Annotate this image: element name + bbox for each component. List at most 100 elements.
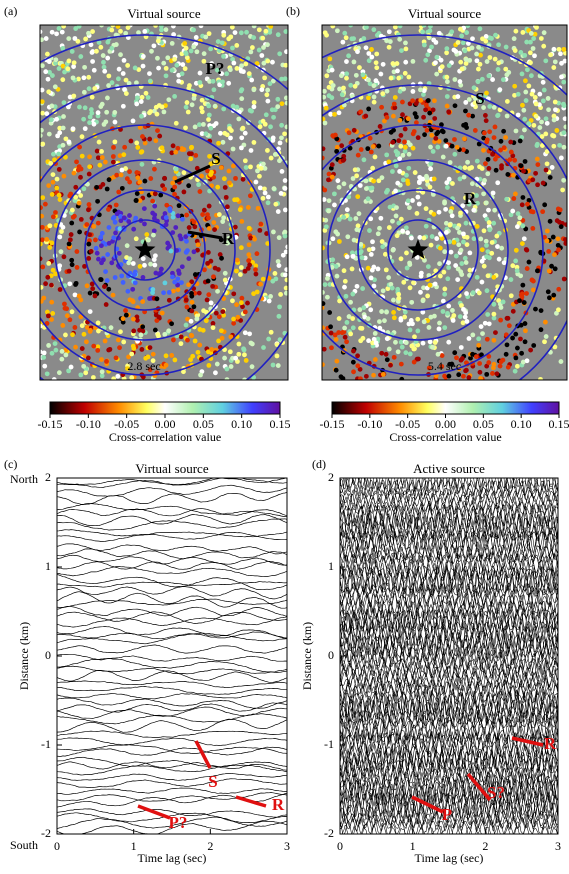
station-dot [226, 81, 231, 86]
station-dot [384, 310, 389, 315]
station-dot [208, 172, 213, 177]
station-dot [147, 137, 152, 142]
station-dot [360, 255, 365, 260]
station-dot [200, 98, 205, 103]
station-dot [257, 27, 262, 32]
station-dot [172, 185, 177, 190]
station-dot [57, 167, 62, 172]
station-dot [202, 51, 207, 56]
station-dot [263, 29, 268, 34]
station-dot [83, 126, 88, 131]
station-dot [478, 62, 483, 67]
station-dot [337, 185, 342, 190]
station-dot [387, 29, 392, 34]
station-dot [524, 248, 529, 253]
station-dot [147, 71, 152, 76]
station-dot [121, 340, 126, 345]
station-dot [487, 129, 492, 134]
station-dot [331, 83, 336, 88]
station-dot [280, 101, 285, 106]
station-dot [545, 239, 550, 244]
station-dot [342, 181, 347, 186]
station-dot [355, 194, 360, 199]
station-dot [46, 77, 51, 82]
station-dot [275, 104, 280, 109]
station-dot [379, 309, 384, 314]
y-axis-label: Distance (km) [300, 622, 314, 690]
station-dot [116, 76, 121, 81]
station-dot [102, 69, 107, 74]
station-dot [133, 272, 138, 277]
station-dot [265, 59, 270, 64]
trace [57, 549, 287, 559]
station-dot [46, 89, 51, 94]
station-dot [495, 180, 500, 185]
station-dot [423, 107, 428, 112]
station-dot [343, 279, 348, 284]
station-dot [49, 117, 54, 122]
x-tick-label: 0 [54, 839, 60, 853]
station-dot [171, 24, 176, 29]
station-dot [184, 213, 189, 218]
station-dot [501, 300, 506, 305]
station-dot [484, 118, 489, 123]
trace [57, 519, 287, 530]
station-dot [38, 205, 43, 210]
station-dot [124, 313, 129, 318]
station-dot [143, 141, 148, 146]
station-dot [117, 345, 122, 350]
station-dot [221, 33, 226, 38]
station-dot [276, 259, 281, 264]
station-dot [59, 249, 64, 254]
trace [57, 687, 287, 695]
station-dot [276, 363, 281, 368]
station-dot [442, 249, 447, 254]
station-dot [531, 123, 536, 128]
station-dot [191, 27, 196, 32]
station-dot [61, 126, 66, 131]
station-dot [234, 269, 239, 274]
station-dot [458, 314, 463, 319]
x-axis-label: Time lag (sec) [415, 851, 484, 865]
station-dot [528, 50, 533, 55]
station-dot [335, 145, 340, 150]
station-dot [432, 177, 437, 182]
station-dot [525, 67, 530, 72]
station-dot [221, 107, 226, 112]
station-dot [345, 234, 350, 239]
station-dot [421, 341, 426, 346]
station-dot [466, 113, 471, 118]
station-dot [60, 30, 65, 35]
station-dot [211, 79, 216, 84]
station-dot [396, 76, 401, 81]
station-dot [520, 103, 525, 108]
station-dot [94, 246, 99, 251]
station-dot [174, 167, 179, 172]
station-dot [50, 351, 55, 356]
annotation: S [475, 89, 484, 108]
station-dot [366, 316, 371, 321]
station-dot [180, 71, 185, 76]
station-dot [190, 102, 195, 107]
station-dot [461, 40, 466, 45]
station-dot [461, 240, 466, 245]
station-dot [42, 350, 47, 355]
station-dot [95, 251, 100, 256]
station-dot [545, 229, 550, 234]
station-dot [367, 228, 372, 233]
station-dot [381, 288, 386, 293]
station-dot [366, 78, 371, 83]
station-dot [559, 75, 564, 80]
station-dot [57, 66, 62, 71]
north-label: North [10, 472, 38, 486]
station-dot [498, 318, 503, 323]
station-dot [163, 281, 168, 286]
station-dot [95, 348, 100, 353]
y-tick-label: -2 [41, 826, 51, 840]
colorbar-label: Cross-correlation value [109, 430, 221, 444]
station-dot [481, 148, 486, 153]
station-dot [162, 332, 167, 337]
station-dot [426, 98, 431, 103]
station-dot [537, 92, 542, 97]
station-dot [148, 79, 153, 84]
